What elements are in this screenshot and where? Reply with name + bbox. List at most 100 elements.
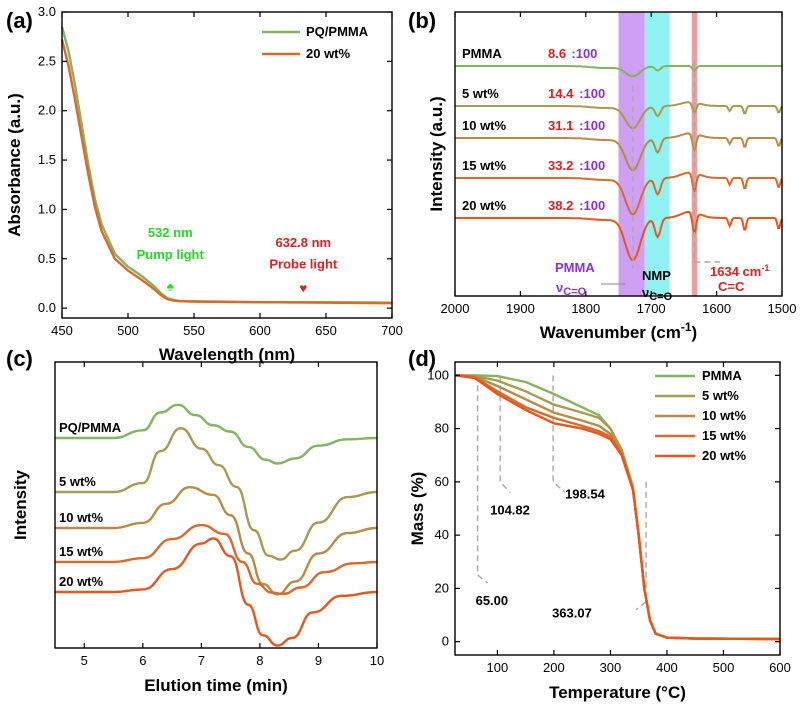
legend-label: 20 wt% (306, 46, 351, 61)
legend-label: 10 wt% (702, 408, 747, 423)
plot-frame (454, 11, 783, 297)
plot-frame (61, 11, 393, 319)
series-label: 20 wt% (59, 574, 104, 589)
y-axis-title: Intensity (11, 470, 30, 540)
marker-icon: ♠ (167, 278, 174, 293)
ratio-suffix: :100 (579, 86, 605, 101)
y-tick-label: 0 (442, 634, 449, 649)
y-tick-label: 60 (435, 474, 449, 489)
ratio-suffix: :100 (579, 118, 605, 133)
series-line-10 wt% (55, 485, 378, 596)
ratio-suffix: :100 (579, 198, 605, 213)
annotation-value: 104.82 (490, 503, 530, 518)
legend-label: PMMA (702, 368, 742, 383)
x-tick-label: 9 (315, 653, 322, 668)
annotation-text: Probe light (269, 257, 338, 272)
series-line-20 wt% (454, 374, 781, 641)
y-tick-label: 20 (435, 580, 449, 595)
series-label: 15 wt% (462, 158, 507, 173)
y-tick-label: 40 (435, 527, 449, 542)
ratio-value: 33.2 (548, 158, 573, 173)
x-tick-label: 7 (198, 653, 205, 668)
x-tick-label: 550 (183, 323, 205, 338)
x-tick-label: 1600 (702, 301, 731, 316)
x-tick-label: 1800 (571, 301, 600, 316)
series-label: 5 wt% (59, 474, 96, 489)
panel-c: PQ/PMMA 5 wt% 10 wt% 15 wt% 20 wt% 5 6 7 8 9 10 Elu… (6, 346, 384, 695)
panel-label-c: (c) (6, 346, 33, 371)
x-tick-label: 6 (139, 653, 146, 668)
series-label: 20 wt% (462, 198, 507, 213)
series-label: PMMA (462, 46, 502, 61)
x-tick-label: 450 (51, 323, 73, 338)
annotation-value: 198.54 (565, 487, 606, 502)
y-tick-label: 2.5 (38, 53, 56, 68)
x-tick-label: 10 (370, 653, 384, 668)
annotation-text: 632.8 nm (275, 235, 331, 250)
series-label: 10 wt% (462, 118, 507, 133)
series-line-15 wt% (55, 523, 378, 596)
y-axis-title: Mass (%) (408, 472, 427, 546)
y-tick-label: 0.5 (38, 251, 56, 266)
legend-label: PQ/PMMA (306, 24, 369, 39)
x-axis-title: Wavelength (nm) (159, 345, 295, 364)
highlight-band (644, 12, 670, 296)
x-tick-label: 650 (315, 323, 337, 338)
series-line-5 wt% (54, 427, 378, 561)
y-tick-label: 3.0 (38, 4, 56, 19)
annotation-nu-pmma: νC=O (556, 280, 587, 298)
x-tick-label: 2000 (441, 301, 470, 316)
annotation-text: 532 nm (148, 225, 193, 240)
panel-label-d: (d) (408, 346, 436, 371)
plot-frame (454, 361, 781, 656)
annotation-pmma: PMMA (555, 260, 595, 275)
x-tick-label: 600 (249, 323, 271, 338)
y-tick-label: 80 (435, 421, 449, 436)
ratio-value: 38.2 (548, 198, 573, 213)
legend-label: 15 wt% (702, 428, 747, 443)
y-tick-label: 2.0 (38, 103, 56, 118)
panel-d: 100 200 300 400 500 600 0 20 40 60 80 100 Temperatur… (408, 346, 791, 702)
dashed-marker (476, 375, 489, 584)
series-label: PQ/PMMA (59, 420, 122, 435)
series-line-20 wt% (455, 210, 783, 262)
marker-icon: ♥ (299, 280, 307, 295)
series-line-20 wt% (60, 39, 393, 305)
x-tick-label: 500 (117, 323, 139, 338)
x-tick-label: 500 (713, 660, 735, 675)
series-line-20 wt% (55, 537, 378, 647)
y-tick-label: 100 (427, 367, 449, 382)
y-tick-label: 1.5 (38, 152, 56, 167)
x-axis-title: Temperature (°C) (549, 683, 686, 702)
dashed-marker (499, 375, 511, 493)
x-tick-label: 300 (600, 660, 622, 675)
y-axis-title: Absorbance (a.u.) (5, 93, 24, 237)
annotation-cc-value: 1634 cm-1 (710, 263, 769, 279)
ratio-suffix: :100 (571, 46, 597, 61)
series-line-PQ/PMMA (54, 403, 378, 465)
y-tick-label: 1.0 (38, 201, 56, 216)
series-label: 5 wt% (462, 86, 499, 101)
panel-a: 450 500 550 600 650 700 0.0 0.5 1.0 1.5 2.0 2.5 3.0 W… (5, 4, 403, 364)
panel-b: PMMA 8.6:100 5 wt% 14.4:100 10 wt% 31.1:100 15… (408, 8, 796, 342)
annotation-value: 65.00 (476, 593, 509, 608)
series-line-PMMA (455, 65, 782, 78)
y-tick-label: 0.0 (38, 300, 56, 315)
x-tick-label: 200 (543, 660, 565, 675)
series-line-5 wt% (455, 101, 783, 130)
annotation-nmp: NMP (642, 268, 671, 283)
annotation-cc-label: C=C (718, 279, 745, 294)
legend-label: 5 wt% (702, 388, 739, 403)
ratio-suffix: :100 (579, 158, 605, 173)
x-tick-label: 400 (656, 660, 678, 675)
x-tick-label: 8 (256, 653, 263, 668)
series-label: 10 wt% (59, 510, 104, 525)
x-axis-title: Wavenumber (cm-1) (540, 320, 697, 342)
x-tick-label: 1900 (506, 301, 535, 316)
annotation-nu-nmp: νC=O (642, 285, 673, 303)
ratio-value: 8.6 (548, 46, 566, 61)
x-tick-label: 1700 (637, 301, 666, 316)
x-tick-label: 5 (81, 653, 88, 668)
x-tick-label: 700 (381, 323, 403, 338)
